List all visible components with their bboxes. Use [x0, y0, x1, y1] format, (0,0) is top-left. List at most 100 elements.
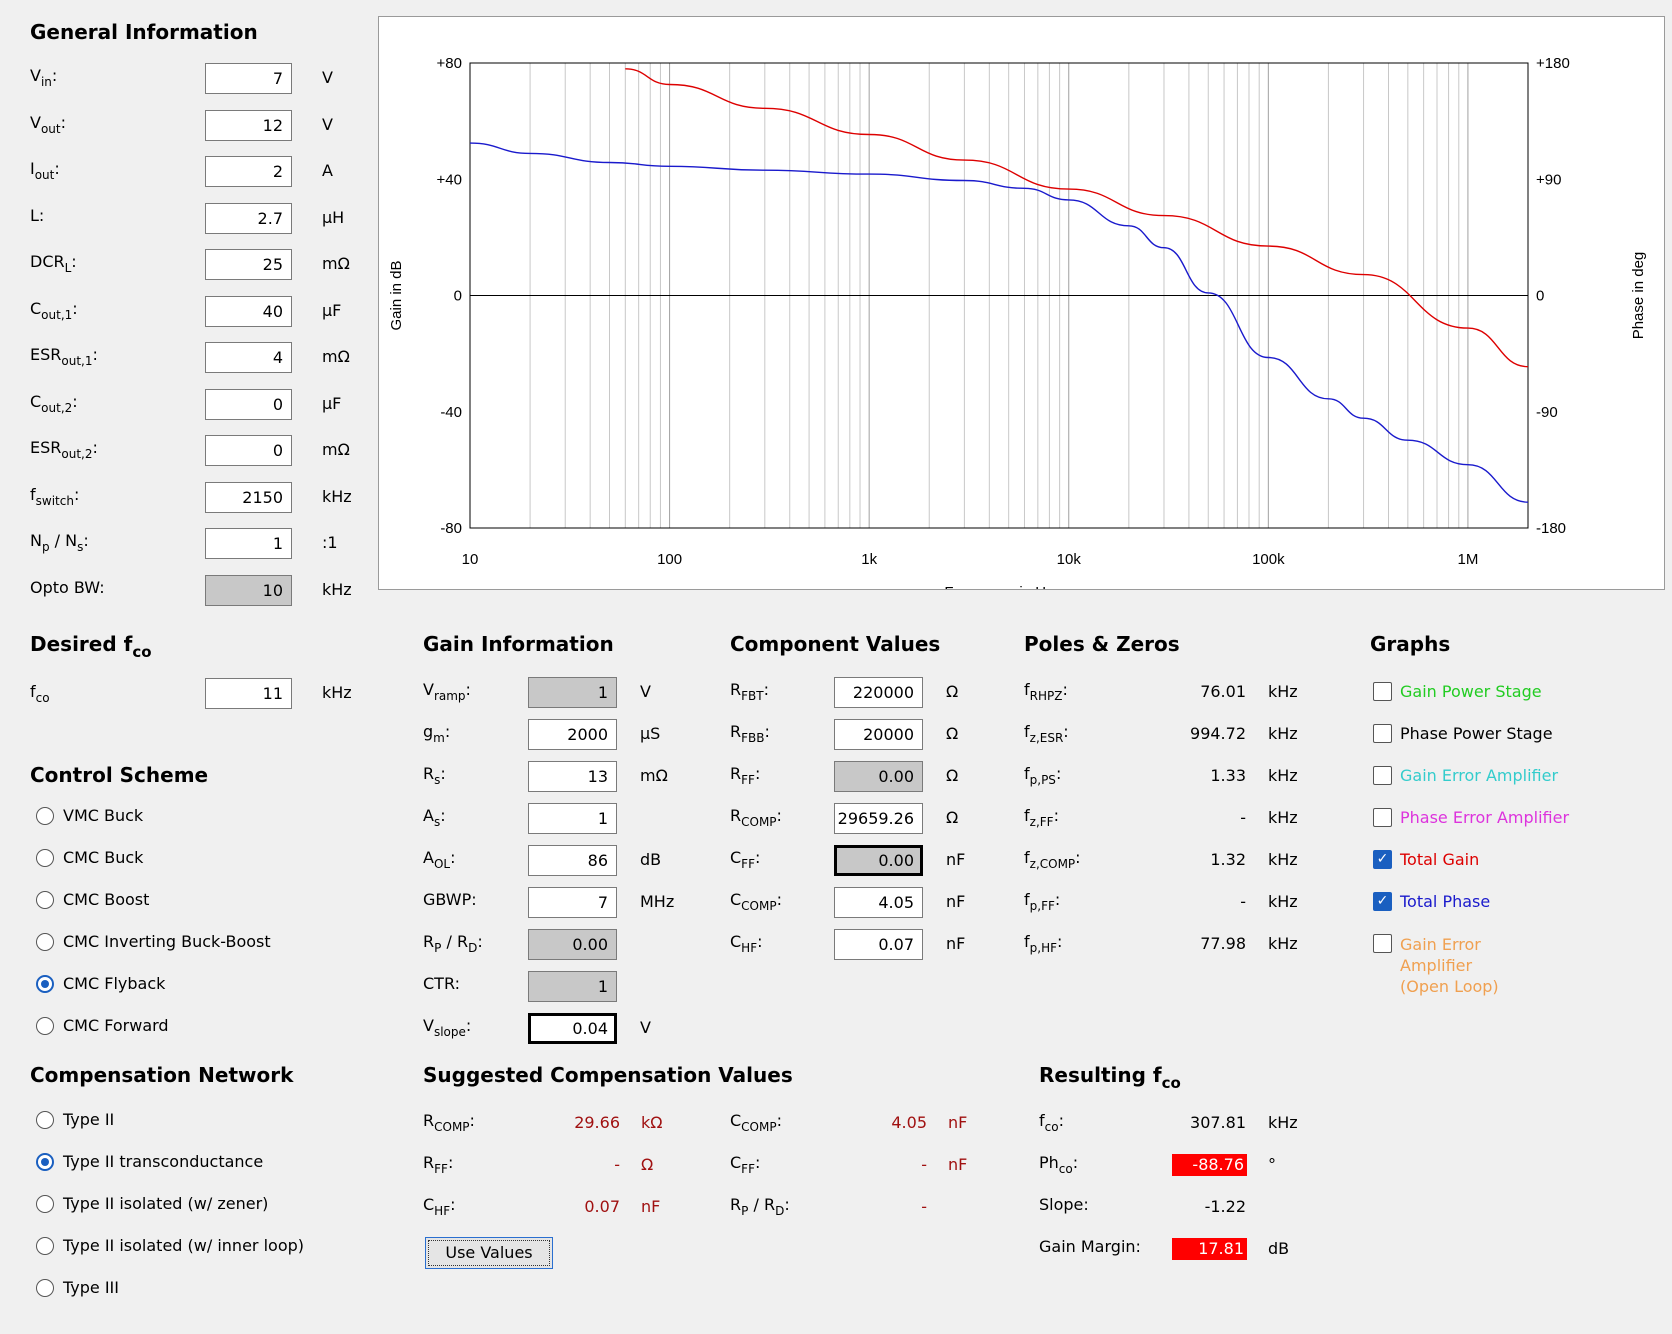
- radio-type-ii-isolated-w-zener[interactable]: Type II isolated (w/ zener): [36, 1194, 268, 1213]
- pz-p-hf-label-text: f: [1024, 932, 1030, 951]
- checkbox-icon[interactable]: [1373, 682, 1392, 701]
- general-fswitch-field[interactable]: 2150: [205, 481, 292, 513]
- general-esrout-1-field[interactable]: 4: [205, 342, 292, 373]
- comp-rcomp-field[interactable]: 29659.26: [834, 803, 923, 834]
- gain-vslope-label-sub: slope: [433, 1025, 466, 1039]
- sugg-chf-label: CHF:: [423, 1195, 456, 1218]
- general-vout-field[interactable]: 12: [205, 109, 292, 141]
- graph-toggle-gain-error-amplifier-open-loop[interactable]: Gain Error Amplifier (Open Loop): [1373, 934, 1499, 997]
- general-esrout-2-field[interactable]: 0: [205, 435, 292, 466]
- gain-vslope-field[interactable]: 0.04: [528, 1013, 617, 1044]
- graph-toggle-phase-power-stage[interactable]: Phase Power Stage: [1373, 724, 1553, 743]
- gain-ctr-field[interactable]: 1: [528, 971, 617, 1002]
- radio-circle[interactable]: [36, 1236, 54, 1255]
- radio-label: Type II: [63, 1110, 115, 1129]
- general-cout-2-field[interactable]: 0: [205, 388, 292, 420]
- pz-z-esr-label-sub: z,ESR: [1029, 731, 1064, 745]
- radio-type-ii-transconductance[interactable]: Type II transconductance: [36, 1152, 263, 1171]
- gain-gbwp-label: GBWP:: [423, 890, 477, 909]
- radio-circle[interactable]: [36, 1016, 54, 1035]
- radio-cmc-buck[interactable]: CMC Buck: [36, 848, 143, 867]
- pz-z-ff-label: fz,FF:: [1024, 806, 1059, 829]
- gain-rs-field[interactable]: 13: [528, 761, 617, 792]
- radio-label: VMC Buck: [63, 806, 144, 825]
- gain-gm-field[interactable]: 2000: [528, 719, 617, 750]
- gain-rp-label-suffix2: :: [477, 932, 483, 951]
- res-fco-label-suffix: :: [1058, 1111, 1064, 1130]
- graph-toggle-phase-error-amplifier[interactable]: Phase Error Amplifier: [1373, 808, 1569, 827]
- radio-circle[interactable]: [36, 974, 54, 993]
- comp-chf-field[interactable]: 0.07: [834, 929, 923, 960]
- gain-as-field[interactable]: 1: [528, 803, 617, 834]
- comp-cff-field[interactable]: 0.00: [834, 845, 923, 876]
- gain-aol-field[interactable]: 86: [528, 845, 617, 876]
- use-values-button[interactable]: Use Values: [425, 1237, 553, 1269]
- comp-ccomp-field[interactable]: 4.05: [834, 887, 923, 918]
- pz-z-ff-label-sub: z,FF: [1029, 815, 1054, 829]
- pz-rhpz-unit: kHz: [1268, 682, 1298, 701]
- gain-gbwp-field[interactable]: 7: [528, 887, 617, 918]
- general-l-field[interactable]: 2.7: [205, 202, 292, 234]
- gain-rp-field[interactable]: 0.00: [528, 929, 617, 960]
- sugg-ccomp-unit: nF: [948, 1113, 968, 1132]
- checkbox-icon[interactable]: [1373, 934, 1392, 953]
- comp-chf-label-suffix: :: [757, 932, 763, 951]
- radio-circle[interactable]: [36, 1278, 54, 1297]
- control-scheme-title-text: Control Scheme: [30, 763, 209, 787]
- pz-z-ff-label-text: f: [1024, 806, 1030, 825]
- sugg-ccomp-label-text: C: [730, 1111, 742, 1130]
- radio-type-iii[interactable]: Type III: [36, 1278, 119, 1297]
- checkbox-icon[interactable]: ✓: [1373, 892, 1392, 911]
- graph-toggle-gain-power-stage[interactable]: Gain Power Stage: [1373, 682, 1542, 701]
- radio-circle[interactable]: [36, 932, 54, 951]
- comp-rfbb-label-text: R: [730, 722, 742, 741]
- radio-cmc-flyback[interactable]: CMC Flyback: [36, 974, 165, 993]
- desired-fco-field[interactable]: 11: [205, 678, 292, 709]
- resulting-fco-title: Resulting fco: [1039, 1063, 1181, 1092]
- comp-rfbb-field[interactable]: 20000: [834, 719, 923, 750]
- radio-circle[interactable]: [36, 1194, 54, 1213]
- pz-p-ff-unit: kHz: [1268, 892, 1298, 911]
- radio-circle[interactable]: [36, 890, 54, 909]
- sugg-ccomp-label: CCOMP:: [730, 1111, 782, 1134]
- sugg-rff-unit: Ω: [641, 1155, 654, 1174]
- checkbox-icon[interactable]: [1373, 808, 1392, 827]
- checkbox-icon[interactable]: ✓: [1373, 850, 1392, 869]
- general-fswitch-label-text: f: [30, 484, 36, 504]
- radio-circle[interactable]: [36, 806, 54, 825]
- radio-type-ii-isolated-w-inner-loop[interactable]: Type II isolated (w/ inner loop): [36, 1236, 304, 1255]
- general-cout-1-field[interactable]: 40: [205, 295, 292, 327]
- gain-gm-label-sub: m: [433, 731, 445, 745]
- radio-circle[interactable]: [36, 1110, 54, 1129]
- graph-toggle-total-gain[interactable]: ✓ Total Gain: [1373, 850, 1479, 869]
- radio-cmc-forward[interactable]: CMC Forward: [36, 1016, 169, 1035]
- comp-rfbt-label-text: R: [730, 680, 742, 699]
- radio-cmc-boost[interactable]: CMC Boost: [36, 890, 149, 909]
- graph-toggle-gain-error-amplifier[interactable]: Gain Error Amplifier: [1373, 766, 1558, 785]
- graph-toggle-total-phase[interactable]: ✓ Total Phase: [1373, 892, 1490, 911]
- general-iout-field[interactable]: 2: [205, 156, 292, 187]
- comp-rff-field[interactable]: 0.00: [834, 761, 923, 792]
- general-dcrl-field[interactable]: 25: [205, 249, 292, 280]
- general-opto-bw-field[interactable]: 10: [205, 574, 292, 606]
- pz-z-ff-value: -: [1240, 808, 1246, 827]
- radio-circle[interactable]: [36, 1152, 54, 1171]
- comp-rfbt-field[interactable]: 220000: [834, 677, 923, 708]
- general-dcrl-label: DCRL:: [30, 252, 77, 275]
- general-vin-field[interactable]: 7: [205, 63, 292, 94]
- sugg-rff-label: RFF:: [423, 1153, 453, 1176]
- radio-circle[interactable]: [36, 848, 54, 867]
- gain-vramp-field[interactable]: 1: [528, 677, 617, 708]
- checkbox-icon[interactable]: [1373, 724, 1392, 743]
- radio-vmc-buck[interactable]: VMC Buck: [36, 806, 143, 825]
- general-np-field[interactable]: 1: [205, 528, 292, 559]
- checkbox-icon[interactable]: [1373, 766, 1392, 785]
- sugg-rcomp-label-sub: COMP: [434, 1120, 470, 1134]
- general-vin-label: Vin:: [30, 66, 57, 89]
- radio-type-ii[interactable]: Type II: [36, 1110, 114, 1129]
- gain-rs-label-sub: s: [434, 773, 441, 787]
- radio-cmc-inverting-buck-boost[interactable]: CMC Inverting Buck-Boost: [36, 932, 271, 951]
- pz-p-ps-label-sub: p,PS: [1029, 773, 1056, 787]
- general-fswitch-label-suffix: :: [73, 484, 80, 504]
- sugg-cff-value: -: [921, 1155, 927, 1174]
